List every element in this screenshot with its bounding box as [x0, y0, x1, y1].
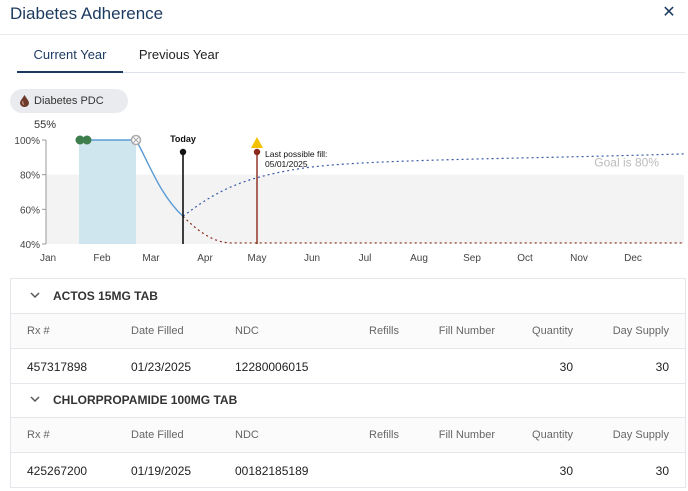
- last-fill-dot: [253, 148, 261, 156]
- y-tick-label: 60%: [20, 205, 40, 216]
- adherence-chart: 100% 80% 60% 40%Jan Feb Mar Apr May Jun Jul Aug Sep…: [14, 134, 685, 264]
- column-header-row: Rx # Date Filled NDC Refills Fill Number…: [11, 418, 685, 453]
- x-tick-label: Aug: [410, 253, 428, 264]
- prescription-table: ACTOS 15MG TAB Rx # Date Filled NDC Refi…: [10, 278, 686, 488]
- col-rx: Rx #: [27, 325, 50, 337]
- y-tick-label: 80%: [20, 171, 40, 182]
- col-date-filled: Date Filled: [131, 429, 184, 441]
- x-tick-label: Nov: [570, 253, 588, 264]
- chevron-down-icon[interactable]: [29, 393, 41, 405]
- cell-quantity: 30: [559, 360, 573, 374]
- column-header-row: Rx # Date Filled NDC Refills Fill Number…: [11, 314, 685, 349]
- col-quantity: Quantity: [532, 325, 573, 337]
- cell-day-supply: 30: [655, 360, 669, 374]
- fill-dot: [75, 135, 85, 145]
- x-tick-label: Sep: [463, 253, 481, 264]
- col-rx: Rx #: [27, 429, 50, 441]
- close-icon[interactable]: ✕: [662, 4, 676, 21]
- group-name: CHLORPROPAMIDE 100MG TAB: [53, 393, 238, 407]
- x-tick-label: Feb: [93, 253, 111, 264]
- cell-ndc: 12280006015: [235, 360, 309, 374]
- covered-supply-band: [79, 140, 136, 244]
- col-day-supply: Day Supply: [612, 429, 669, 441]
- x-tick-label: Jan: [40, 253, 56, 264]
- x-tick-label: Oct: [517, 253, 533, 264]
- group-name: ACTOS 15MG TAB: [53, 289, 158, 303]
- projected-best-line: [182, 153, 685, 217]
- y-tick-label: 100%: [14, 136, 40, 147]
- tab-current-year[interactable]: Current Year: [17, 38, 123, 73]
- col-ndc: NDC: [235, 429, 259, 441]
- cell-rx: 457317898: [27, 360, 88, 374]
- x-tick-label: Jul: [359, 253, 372, 264]
- col-refills: Refills: [369, 325, 399, 337]
- goal-band: [46, 174, 684, 244]
- col-day-supply: Day Supply: [612, 325, 669, 337]
- x-tick-label: Apr: [197, 253, 213, 264]
- table-row[interactable]: 425267200 01/19/2025 00182185189 30 30: [11, 453, 685, 487]
- col-quantity: Quantity: [532, 429, 573, 441]
- col-fill-number: Fill Number: [438, 325, 495, 337]
- cell-quantity: 30: [559, 464, 573, 478]
- x-tick-label: Mar: [142, 253, 160, 264]
- tab-previous-year[interactable]: Previous Year: [138, 47, 220, 62]
- col-ndc: NDC: [235, 325, 259, 337]
- table-row[interactable]: 457317898 01/23/2025 12280006015 30 30: [11, 349, 685, 384]
- dialog-title: Diabetes Adherence: [10, 4, 164, 23]
- group-header[interactable]: ACTOS 15MG TAB: [11, 279, 685, 314]
- drop-icon: [20, 95, 29, 107]
- pdc-badge-label: Diabetes PDC 55%: [34, 95, 104, 131]
- fill-dot: [82, 135, 92, 145]
- last-fill-label: Last possible fill:: [265, 149, 327, 159]
- dialog-header: Diabetes Adherence ✕: [0, 0, 688, 35]
- supply-end-x: [133, 137, 139, 143]
- cell-day-supply: 30: [655, 464, 669, 478]
- chevron-down-icon[interactable]: [29, 289, 41, 301]
- today-dot: [179, 148, 187, 156]
- col-fill-number: Fill Number: [438, 429, 495, 441]
- today-label: Today: [170, 134, 196, 144]
- last-fill-date: 05/01/2025: [265, 159, 308, 169]
- group-header[interactable]: CHLORPROPAMIDE 100MG TAB: [11, 383, 685, 418]
- cell-date-filled: 01/19/2025: [131, 464, 192, 478]
- cell-ndc: 00182185189: [235, 464, 309, 478]
- x-tick-label: May: [248, 253, 267, 264]
- goal-label: Goal is 80%: [594, 156, 659, 170]
- y-tick-label: 40%: [20, 240, 40, 251]
- x-tick-label: Dec: [624, 253, 642, 264]
- col-date-filled: Date Filled: [131, 325, 184, 337]
- year-tabs: Current Year Previous Year: [17, 38, 685, 73]
- cell-date-filled: 01/23/2025: [131, 360, 192, 374]
- cell-rx: 425267200: [27, 464, 88, 478]
- pdc-badge[interactable]: Diabetes PDC 55%: [10, 89, 128, 131]
- x-tick-label: Jun: [304, 253, 320, 264]
- projected-worst-line: [182, 215, 684, 244]
- col-refills: Refills: [369, 429, 399, 441]
- warning-icon: [251, 137, 263, 148]
